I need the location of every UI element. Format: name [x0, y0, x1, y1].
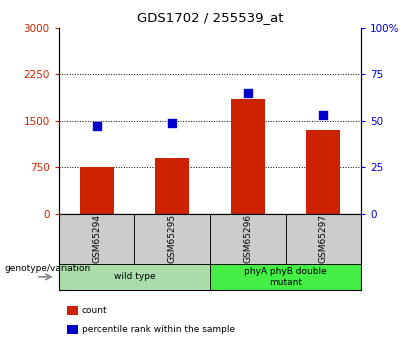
Text: count: count — [82, 306, 108, 315]
Text: genotype/variation: genotype/variation — [4, 264, 90, 273]
Text: GSM65295: GSM65295 — [168, 214, 177, 264]
Text: GSM65294: GSM65294 — [92, 214, 101, 264]
Text: percentile rank within the sample: percentile rank within the sample — [82, 325, 235, 334]
Point — [244, 90, 251, 96]
Text: phyA phyB double
mutant: phyA phyB double mutant — [244, 267, 327, 287]
Title: GDS1702 / 255539_at: GDS1702 / 255539_at — [137, 11, 283, 24]
Point — [169, 120, 176, 125]
Point — [93, 124, 100, 129]
Text: GSM65296: GSM65296 — [243, 214, 252, 264]
Bar — [307, 130, 340, 214]
Text: wild type: wild type — [113, 272, 155, 282]
Text: GSM65297: GSM65297 — [319, 214, 328, 264]
Bar — [231, 99, 265, 214]
Bar — [155, 158, 189, 214]
Bar — [80, 167, 113, 214]
Point — [320, 112, 327, 118]
